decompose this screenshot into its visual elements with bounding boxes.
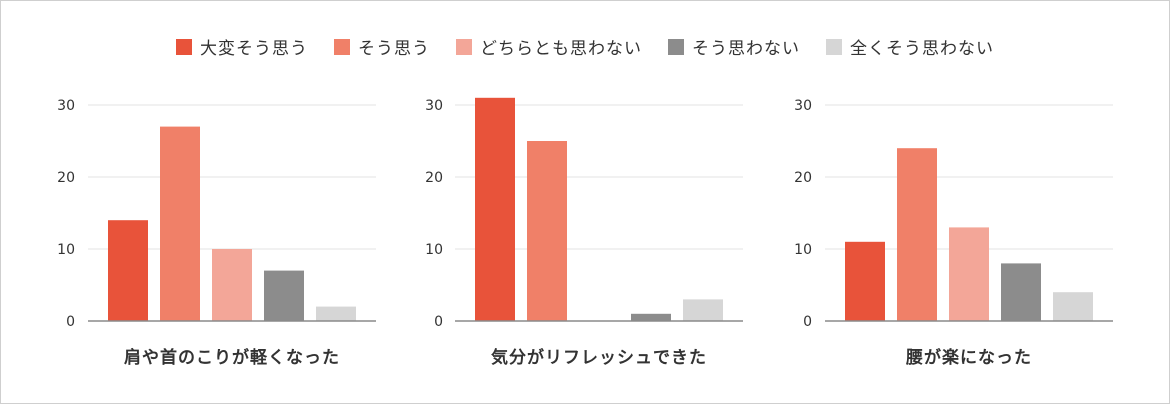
legend-swatch <box>334 38 350 55</box>
bar-4 <box>264 270 304 321</box>
legend-item-neutral: どちらとも思わない <box>456 34 642 59</box>
bar-1 <box>845 241 885 321</box>
legend-item-disagree: そう思わない <box>668 34 800 59</box>
y-tick-label: 30 <box>794 98 812 114</box>
y-tick-label: 10 <box>57 242 75 258</box>
y-tick-label: 0 <box>803 314 812 330</box>
bar-2 <box>527 141 567 321</box>
legend-label: 大変そう思う <box>200 39 308 59</box>
chart-xlabel: 肩や首のこりが軽くなった <box>124 347 340 368</box>
chart-xlabel: 腰が楽になった <box>906 347 1032 368</box>
y-tick-label: 0 <box>66 314 75 330</box>
legend-label: そう思わない <box>692 39 800 59</box>
bar-5 <box>316 306 356 321</box>
y-tick-label: 30 <box>425 98 443 114</box>
bar-4 <box>631 313 671 321</box>
bar-2 <box>897 148 937 321</box>
bar-1 <box>475 97 515 321</box>
y-tick-label: 0 <box>434 314 443 330</box>
bar-5 <box>683 299 723 321</box>
legend: 大変そう思う そう思う どちらとも思わない そう思わない 全くそう思わない <box>0 34 1170 59</box>
legend-item-agree: そう思う <box>334 34 430 59</box>
bar-3 <box>949 227 989 321</box>
bar-4 <box>1001 263 1041 321</box>
legend-item-very-agree: 大変そう思う <box>176 34 308 59</box>
legend-swatch <box>456 38 472 55</box>
bar-2 <box>160 126 200 321</box>
legend-label: そう思う <box>358 39 430 59</box>
y-tick-label: 10 <box>425 242 443 258</box>
legend-swatch <box>176 38 192 55</box>
y-tick-label: 20 <box>425 170 443 186</box>
legend-label: どちらとも思わない <box>480 39 642 59</box>
legend-label: 全くそう思わない <box>850 39 994 59</box>
bar-1 <box>108 220 148 321</box>
y-tick-label: 30 <box>57 98 75 114</box>
bar-5 <box>1053 292 1093 321</box>
legend-swatch <box>826 38 842 55</box>
bar-3 <box>212 249 252 321</box>
chart-xlabel: 気分がリフレッシュできた <box>490 347 707 368</box>
legend-item-strongly-disagree: 全くそう思わない <box>826 34 994 59</box>
y-tick-label: 20 <box>794 170 812 186</box>
y-tick-label: 10 <box>794 242 812 258</box>
legend-swatch <box>668 38 684 55</box>
y-tick-label: 20 <box>57 170 75 186</box>
